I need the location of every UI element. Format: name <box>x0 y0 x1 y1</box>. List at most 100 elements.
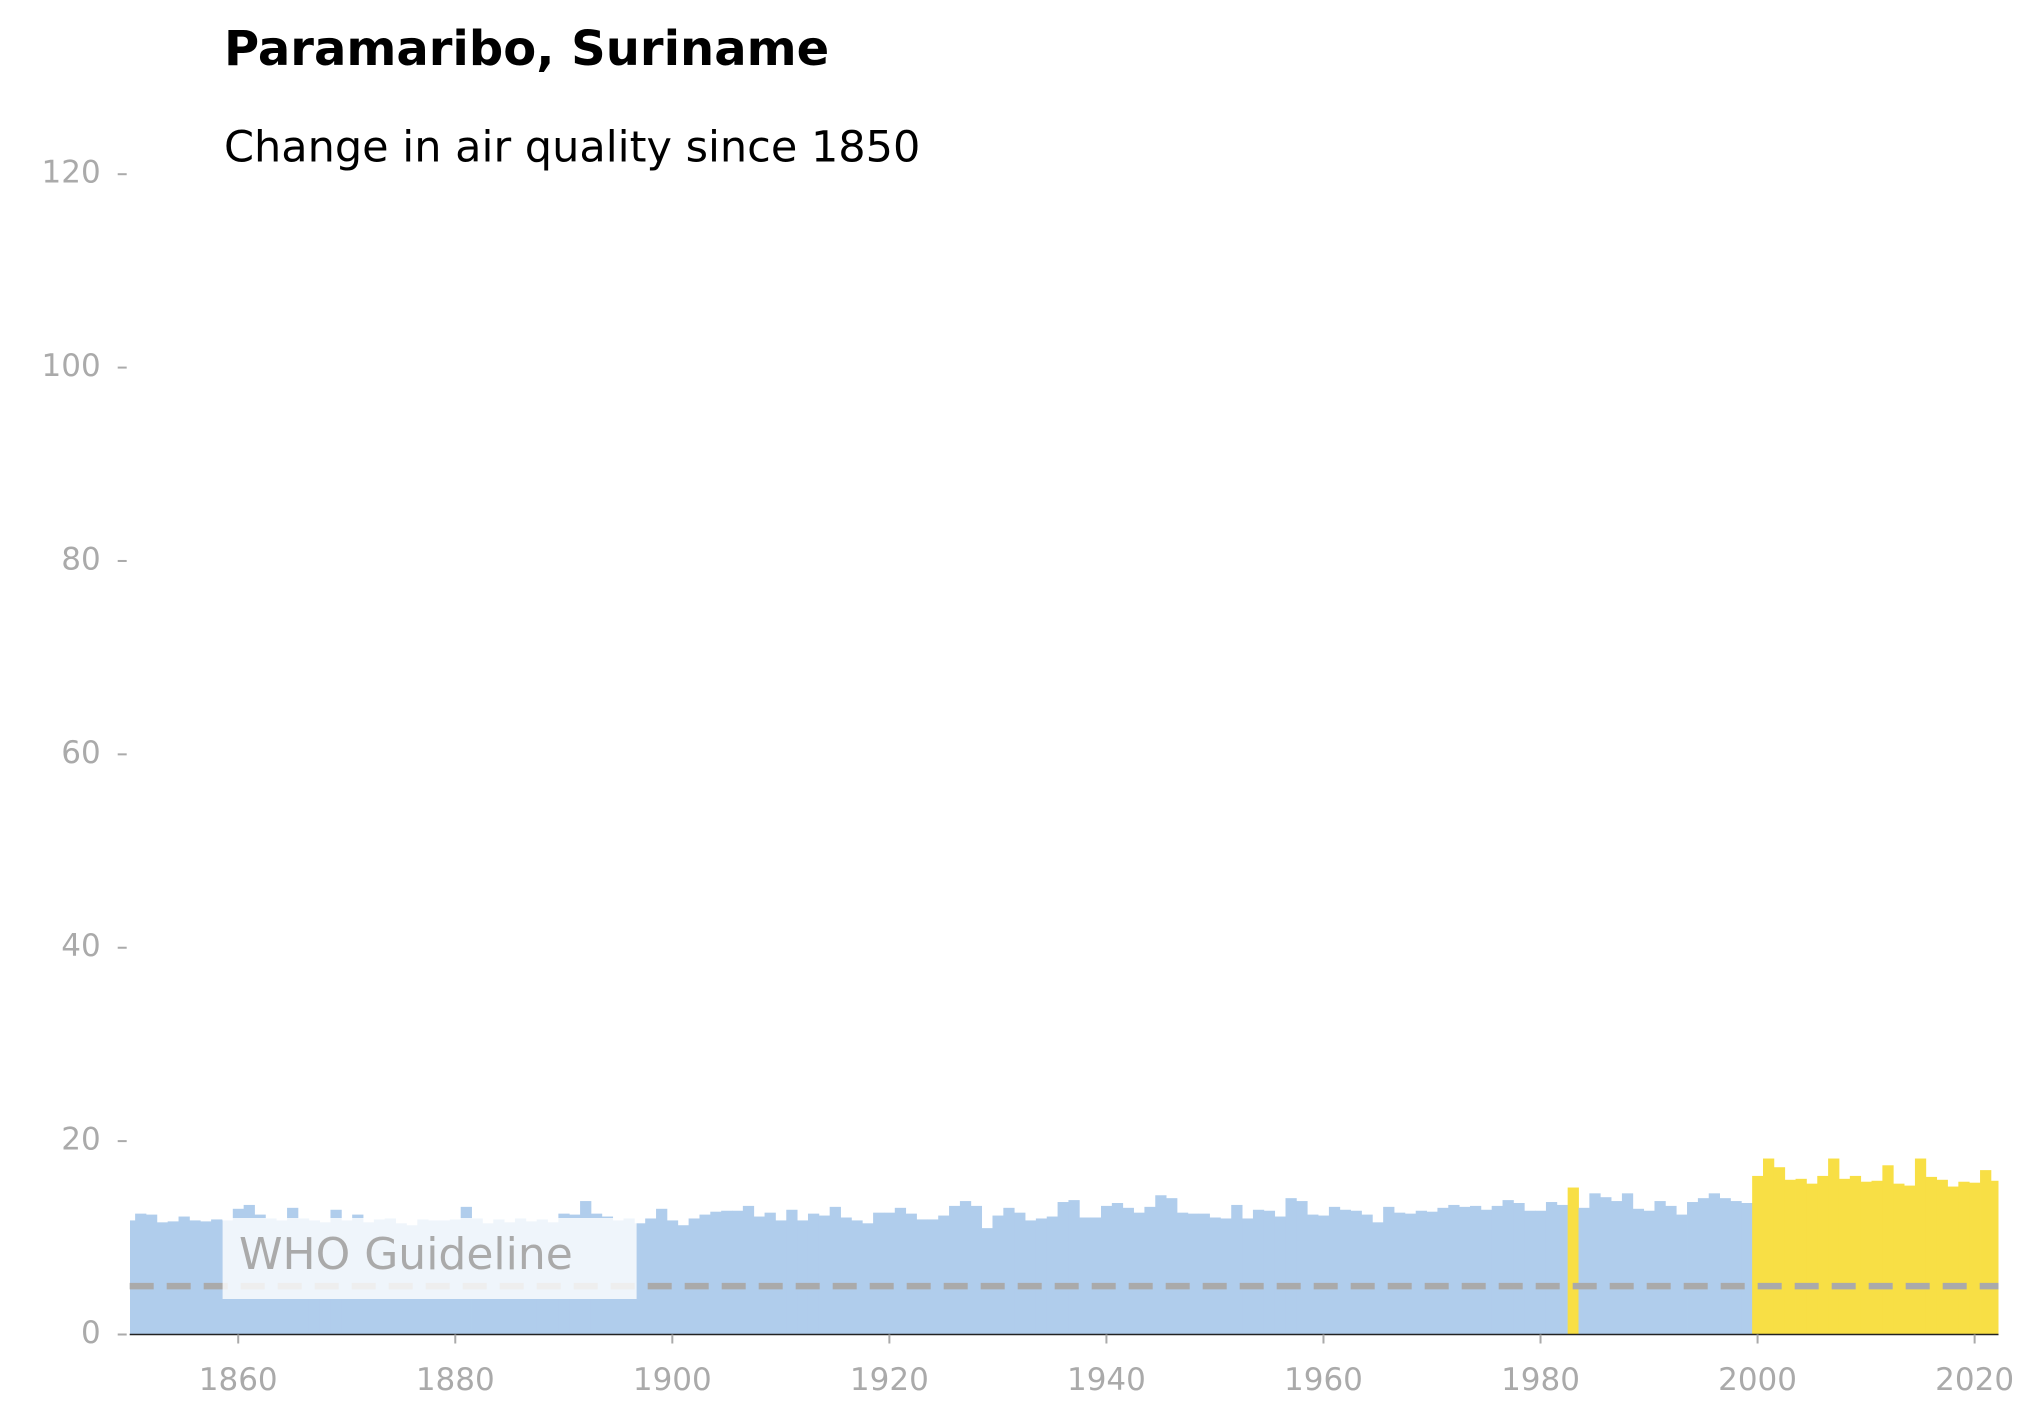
bar <box>1372 1222 1384 1335</box>
bar <box>1947 1186 1959 1335</box>
bar <box>1556 1204 1569 1335</box>
x-tick-label: 2000 <box>1718 1362 1797 1398</box>
bar <box>1025 1220 1037 1335</box>
bar <box>1111 1202 1124 1335</box>
bar <box>666 1220 679 1335</box>
bar <box>1893 1183 1905 1335</box>
bar <box>1242 1218 1254 1335</box>
bar <box>829 1206 841 1335</box>
bar <box>1176 1212 1189 1335</box>
bar <box>1426 1211 1438 1335</box>
bar <box>1611 1201 1623 1335</box>
bar <box>677 1225 690 1335</box>
bar <box>200 1221 212 1335</box>
bar <box>753 1216 765 1335</box>
bar <box>1524 1210 1536 1335</box>
bar <box>742 1205 755 1335</box>
bar <box>1871 1180 1883 1335</box>
bar <box>1307 1214 1319 1335</box>
bar <box>1904 1185 1916 1335</box>
bar <box>1014 1212 1026 1335</box>
bar <box>970 1205 983 1335</box>
bar <box>1046 1216 1058 1335</box>
bar <box>981 1228 993 1335</box>
bar <box>883 1212 896 1335</box>
bar <box>1491 1205 1503 1335</box>
bar <box>1990 1180 1999 1335</box>
bar <box>1155 1195 1167 1335</box>
bar <box>145 1214 158 1335</box>
bar <box>1057 1202 1069 1335</box>
bar <box>1209 1217 1221 1335</box>
bar <box>1459 1206 1471 1335</box>
bar <box>1567 1187 1579 1335</box>
bar <box>1079 1217 1091 1335</box>
x-tick-label: 1960 <box>1284 1362 1363 1398</box>
bar <box>1513 1202 1525 1335</box>
y-tick-label: 80 <box>61 541 100 577</box>
bar <box>1361 1214 1373 1335</box>
bar <box>1752 1175 1764 1335</box>
bar <box>1763 1158 1775 1335</box>
bar <box>1936 1179 1948 1335</box>
bar <box>1252 1209 1265 1335</box>
bar <box>1328 1206 1341 1335</box>
bar <box>1187 1213 1200 1335</box>
bar <box>1035 1218 1048 1335</box>
bar <box>1144 1206 1156 1335</box>
chart-title: Paramaribo, Suriname <box>224 21 829 77</box>
bar <box>156 1222 169 1335</box>
y-tick-label: 100 <box>42 348 101 384</box>
bar <box>1589 1193 1601 1335</box>
bar <box>721 1210 733 1335</box>
bar <box>775 1220 787 1335</box>
bar <box>1665 1205 1677 1335</box>
bar <box>1741 1202 1753 1335</box>
bar <box>894 1207 907 1335</box>
y-tick-label: 120 <box>42 155 101 191</box>
bar <box>1469 1205 1482 1335</box>
bar <box>927 1219 939 1335</box>
y-tick-label: 60 <box>61 735 100 771</box>
bar <box>1383 1206 1395 1335</box>
bar <box>211 1219 223 1335</box>
bar <box>710 1211 722 1335</box>
bar <box>1980 1170 1992 1335</box>
bar <box>1969 1182 1981 1335</box>
bar <box>1773 1167 1786 1335</box>
bar <box>130 1220 136 1335</box>
bar <box>1404 1213 1417 1335</box>
bar <box>1784 1179 1796 1335</box>
bar <box>656 1208 668 1335</box>
bar <box>1263 1210 1276 1335</box>
bar <box>938 1215 950 1335</box>
y-tick-label: 20 <box>61 1122 100 1158</box>
bar <box>786 1209 798 1335</box>
reference-label: WHO Guideline <box>239 1229 573 1280</box>
bar <box>1394 1212 1406 1335</box>
bar <box>1535 1210 1547 1335</box>
bar <box>1643 1210 1655 1335</box>
x-tick-label: 1980 <box>1501 1362 1580 1398</box>
bar <box>1285 1198 1297 1335</box>
bar <box>1697 1198 1710 1335</box>
bar <box>167 1221 179 1335</box>
bar <box>135 1213 147 1335</box>
bar <box>634 1223 646 1335</box>
bar <box>1817 1175 1829 1335</box>
bar <box>1448 1204 1460 1335</box>
bar <box>1166 1198 1178 1335</box>
bar <box>1068 1200 1080 1335</box>
y-tick-label: 40 <box>61 928 100 964</box>
bar <box>1838 1178 1851 1335</box>
bar <box>916 1219 928 1335</box>
bar <box>1849 1175 1862 1335</box>
bar <box>732 1210 744 1335</box>
bar <box>1122 1207 1134 1335</box>
bar <box>1730 1201 1742 1335</box>
bar <box>949 1205 961 1335</box>
reference-label-box <box>222 1218 637 1299</box>
bar <box>1415 1210 1427 1335</box>
bar <box>807 1213 820 1335</box>
